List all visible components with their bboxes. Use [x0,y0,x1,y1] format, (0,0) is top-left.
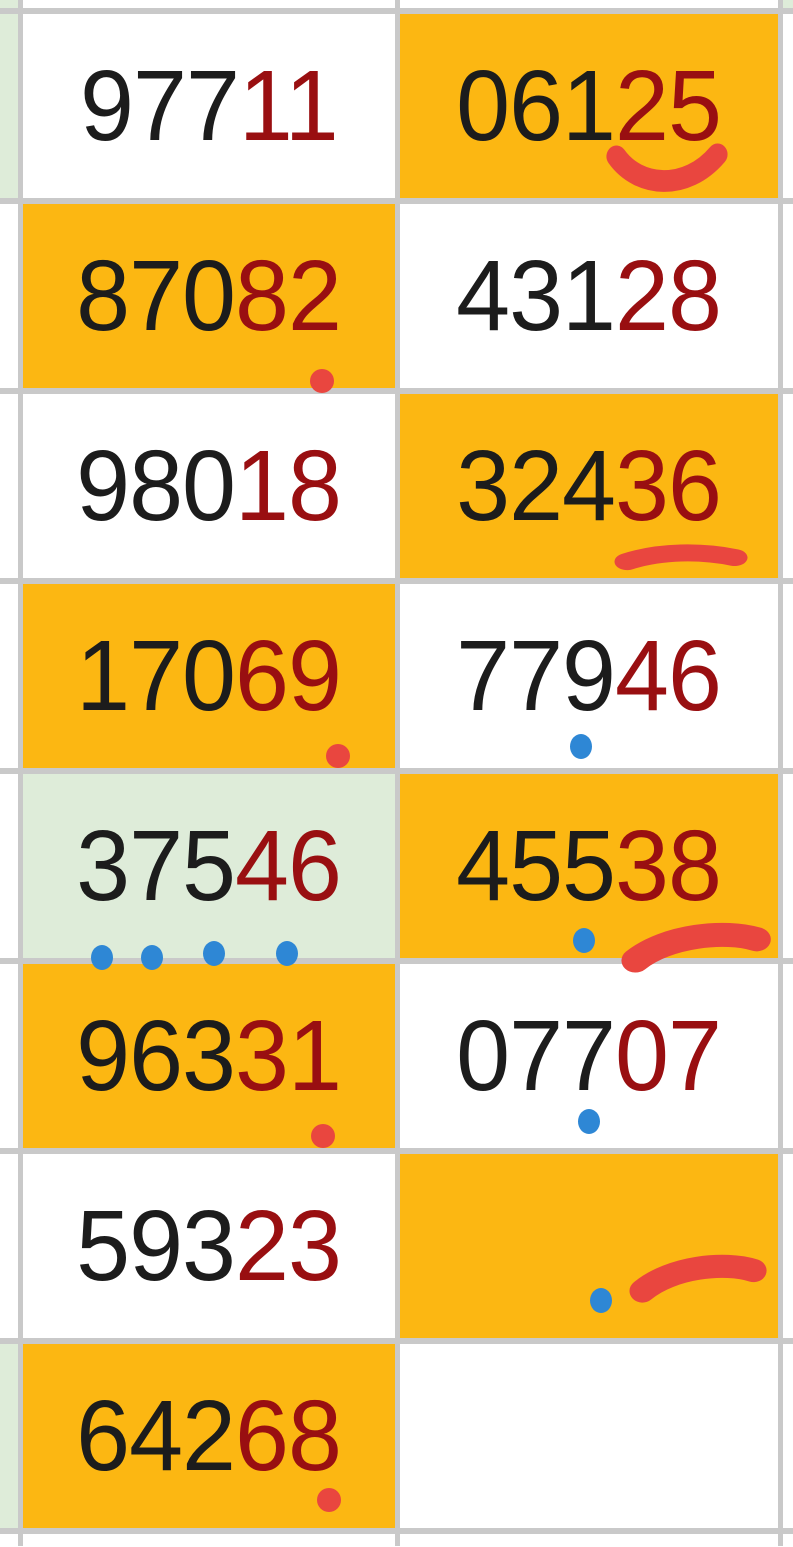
number-black-digits: 779 [456,620,617,732]
edge-strip-cell-right [783,774,793,958]
number-cell[interactable]: 87082 [23,204,395,393]
number-red-digits: 46 [235,810,342,922]
bottom-partial-cell [23,1534,395,1546]
number-red-digits: 38 [615,810,722,922]
number-cell[interactable]: 32436 [400,394,778,578]
edge-strip-cell-right [783,14,793,198]
number-cell[interactable]: 06125 [400,14,778,198]
number-black-digits: 980 [76,430,237,542]
blue-dot-marker [570,734,592,759]
number-cell[interactable]: 43128 [400,204,778,388]
top-partial-cell [400,0,778,8]
number-black-digits: 593 [76,1190,237,1302]
bottom-partial-cell [783,1534,793,1546]
top-partial-cell [0,0,18,8]
number-cell[interactable]: 96331 [23,964,395,1148]
number-red-digits: 31 [235,1000,342,1112]
number-value: 64268 [77,1386,343,1486]
number-black-digits: 375 [76,810,237,922]
number-red-digits: 68 [235,1380,342,1492]
number-black-digits: 977 [80,50,240,162]
number-black-digits: 431 [456,240,617,352]
number-black-digits: 870 [76,240,237,352]
red-underline-marker [614,544,748,571]
number-red-digits: 23 [235,1190,342,1302]
edge-strip-cell-left [0,774,18,958]
edge-strip-cell-right [783,394,793,578]
number-black-digits: 642 [76,1380,237,1492]
number-red-digits: 11 [239,50,339,162]
number-value: 32436 [457,436,723,536]
red-dot-marker [310,369,334,393]
number-black-digits: 170 [76,620,237,732]
number-black-digits: 963 [76,1000,237,1112]
number-red-digits: 18 [235,430,342,542]
edge-strip-cell-right [783,1344,793,1528]
edge-strip-cell-left [0,1344,18,1528]
bottom-partial-cell [0,1534,18,1546]
bottom-partial-cell [400,1534,778,1546]
number-value: 43128 [457,246,723,346]
red-dot-marker [311,1124,335,1148]
number-black-digits: 455 [456,810,617,922]
number-red-digits: 36 [615,430,722,542]
number-red-digits: 28 [615,240,722,352]
number-value: 77946 [457,626,723,726]
number-value: 96331 [77,1006,343,1106]
number-red-digits: 82 [235,240,342,352]
edge-strip-cell-right [783,964,793,1148]
red-underline-marker [621,922,771,973]
number-cell[interactable]: 97711 [23,14,395,198]
edge-strip-cell-right [783,204,793,388]
number-cell[interactable]: 17069 [23,584,395,768]
edge-strip-cell-left [0,394,18,578]
blue-dot-marker [590,1288,612,1313]
number-value: 97711 [80,56,339,156]
number-value: 87082 [77,246,343,346]
red-dot-marker [326,744,350,768]
edge-strip-cell-right [783,1154,793,1338]
edge-strip-cell-left [0,204,18,388]
top-partial-cell [783,0,793,8]
number-value: 06125 [457,56,723,156]
number-cell[interactable] [400,1344,778,1528]
edge-strip-cell-left [0,584,18,768]
number-red-digits: 69 [235,620,342,732]
number-red-digits: 07 [615,1000,722,1112]
number-red-digits: 46 [615,620,722,732]
number-cell[interactable]: 07707 [400,964,778,1148]
number-cell[interactable] [400,1154,778,1338]
number-value: 59323 [77,1196,343,1296]
top-partial-cell [23,0,395,8]
number-cell[interactable]: 45538 [400,774,778,973]
blue-dot-marker [276,941,298,966]
number-value: 37546 [77,816,343,916]
number-cell[interactable]: 77946 [400,584,778,768]
number-value: 98018 [77,436,343,536]
red-underline-marker [629,1254,767,1303]
number-cell[interactable]: 64268 [23,1344,395,1528]
number-value: 17069 [77,626,343,726]
edge-strip-cell-right [783,584,793,768]
blue-dot-marker [203,941,225,966]
red-underline-marker [606,143,728,192]
number-black-digits: 077 [456,1000,617,1112]
number-cell[interactable]: 37546 [23,774,395,970]
number-black-digits: 061 [456,50,617,162]
edge-strip-cell-left [0,14,18,198]
edge-strip-cell-left [0,964,18,1148]
number-value: 45538 [457,816,723,916]
number-value: 07707 [457,1006,723,1106]
edge-strip-cell-left [0,1154,18,1338]
blue-dot-marker [578,1109,600,1134]
number-red-digits: 25 [615,50,722,162]
number-cell[interactable]: 59323 [23,1154,395,1338]
number-cell[interactable]: 98018 [23,394,395,578]
blue-dot-marker [573,928,595,953]
number-black-digits: 324 [456,430,617,542]
